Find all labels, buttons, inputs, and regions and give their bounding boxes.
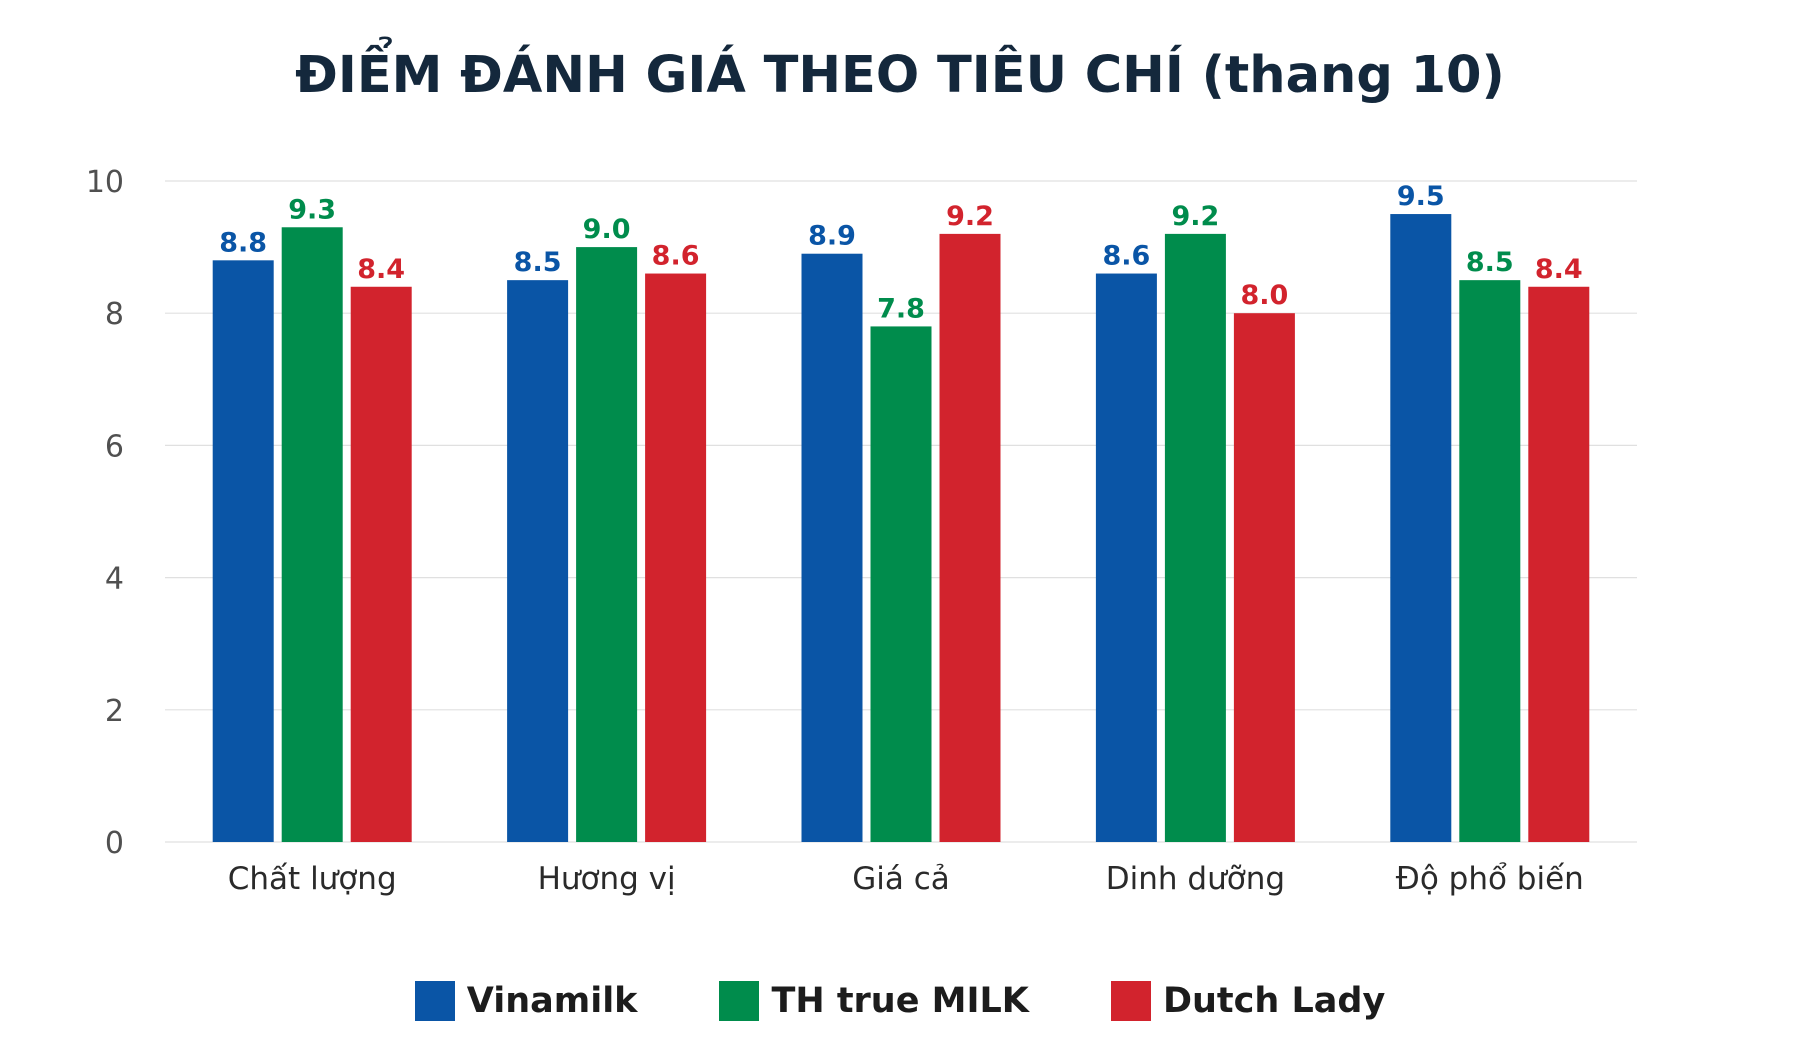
bar-th-true-milk-3 <box>1164 233 1226 842</box>
x-category-label-3: Dinh dưỡng <box>1106 861 1285 897</box>
bar-vinamilk-3 <box>1095 273 1157 842</box>
chart-title: ĐIỂM ĐÁNH GIÁ THEO TIÊU CHÍ (thang 10) <box>295 35 1505 105</box>
data-labels: 8.8 9.3 8.4 8.5 9.0 8.6 8.9 7.8 9.2 8.6 9.2 8.0 9.5 8… <box>219 181 1582 324</box>
x-category-label-1: Hương vị <box>538 861 676 897</box>
x-category-label-4: Độ phổ biến <box>1396 861 1584 897</box>
bar-th-true-milk-1 <box>576 247 638 843</box>
data-label-th-true-milk-0: 9.3 <box>288 194 336 225</box>
bar-dutch-lady-0 <box>350 286 412 842</box>
data-label-dutch-lady-3: 8.0 <box>1240 280 1288 311</box>
data-label-th-true-milk-4: 8.5 <box>1466 247 1514 278</box>
legend-label-vinamilk: Vinamilk <box>466 981 638 1021</box>
legend-label-dutch-lady: Dutch Lady <box>1162 981 1386 1021</box>
y-tick-label-4: 4 <box>105 562 124 597</box>
bar-vinamilk-2 <box>801 253 863 842</box>
bar-dutch-lady-4 <box>1528 286 1590 842</box>
data-label-vinamilk-4: 9.5 <box>1397 181 1445 212</box>
y-tick-label-0: 0 <box>105 826 124 861</box>
legend-item-th-true-milk[interactable]: TH true MILK <box>719 981 1029 1021</box>
bar-vinamilk-4 <box>1390 214 1452 843</box>
x-category-label-2: Giá cả <box>852 861 950 897</box>
bar-dutch-lady-3 <box>1233 313 1295 842</box>
legend-item-dutch-lady[interactable]: Dutch Lady <box>1110 981 1386 1021</box>
x-axis-categories: Chất lượng Hương vị Giá cả Dinh dưỡng Độ phổ… <box>228 861 1584 897</box>
y-axis-ticks: 0 2 4 6 8 10 <box>86 165 124 861</box>
data-label-dutch-lady-4: 8.4 <box>1535 254 1583 285</box>
data-label-th-true-milk-3: 9.2 <box>1171 201 1219 232</box>
bar-th-true-milk-0 <box>281 227 343 842</box>
data-label-vinamilk-3: 8.6 <box>1102 241 1150 272</box>
legend-swatch-th-true-milk <box>719 981 760 1021</box>
bar-dutch-lady-2 <box>939 233 1001 842</box>
legend-swatch-vinamilk <box>414 981 455 1021</box>
y-tick-label-8: 8 <box>105 297 124 332</box>
data-label-dutch-lady-0: 8.4 <box>357 254 405 285</box>
data-label-vinamilk-1: 8.5 <box>514 247 562 278</box>
legend-swatch-dutch-lady <box>1110 981 1151 1021</box>
bar-dutch-lady-1 <box>645 273 707 842</box>
bar-vinamilk-0 <box>212 260 274 842</box>
data-label-th-true-milk-1: 9.0 <box>583 214 631 245</box>
data-label-dutch-lady-1: 8.6 <box>652 241 700 272</box>
bars <box>212 214 1590 843</box>
data-label-vinamilk-2: 8.9 <box>808 221 856 252</box>
bar-vinamilk-1 <box>507 280 569 842</box>
bar-th-true-milk-2 <box>870 326 932 842</box>
y-tick-label-6: 6 <box>105 429 124 464</box>
legend-label-th-true-milk: TH true MILK <box>771 981 1029 1021</box>
data-label-dutch-lady-2: 9.2 <box>946 201 994 232</box>
data-label-th-true-milk-2: 7.8 <box>877 293 925 324</box>
y-tick-label-10: 10 <box>86 165 124 200</box>
legend-item-vinamilk[interactable]: Vinamilk <box>414 981 638 1021</box>
data-label-vinamilk-0: 8.8 <box>219 227 267 258</box>
y-tick-label-2: 2 <box>105 694 124 729</box>
bar-th-true-milk-4 <box>1459 280 1521 842</box>
x-category-label-0: Chất lượng <box>228 861 397 897</box>
legend: Vinamilk TH true MILK Dutch Lady <box>0 981 1800 1021</box>
